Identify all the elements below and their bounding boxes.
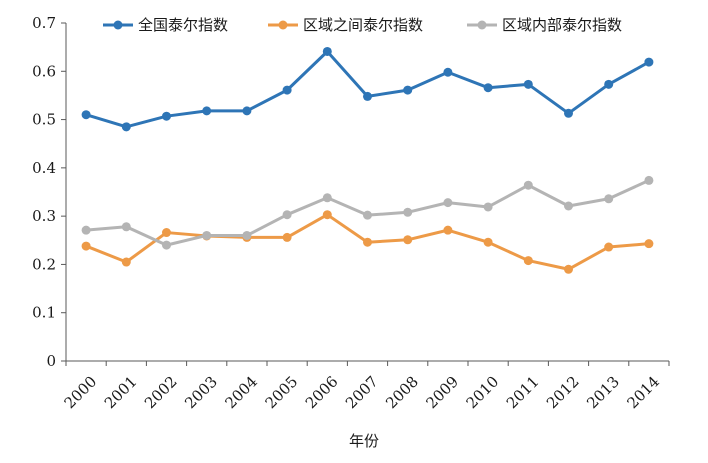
x-tick-label: 2003 — [181, 373, 221, 413]
x-tick-label: 2007 — [342, 373, 382, 413]
x-axis: 2000 2001 2002 2003 2004 2005 2006 2007 2008 2009… — [61, 360, 670, 413]
data-point — [523, 79, 533, 89]
data-point — [121, 122, 131, 132]
x-tick-label: 2002 — [141, 373, 181, 413]
data-point — [564, 108, 573, 118]
y-tick-label: 0.5 — [32, 111, 56, 129]
x-tick-label: 2006 — [302, 373, 342, 413]
data-point — [443, 198, 453, 208]
legend-swatch-marker — [477, 20, 487, 30]
legend: 全国泰尔指数 区域之间泰尔指数 区域内部泰尔指数 — [103, 16, 622, 34]
x-tick-label: 2001 — [101, 373, 141, 413]
data-point — [483, 202, 493, 212]
data-point — [644, 175, 654, 185]
x-tick-label: 2000 — [61, 373, 101, 413]
series-layer — [81, 46, 654, 274]
legend-label: 区域内部泰尔指数 — [502, 16, 622, 34]
x-axis-title: 年份 — [349, 432, 379, 450]
legend-item: 区域之间泰尔指数 — [268, 16, 423, 34]
data-point — [81, 225, 91, 235]
series-1 — [81, 46, 654, 132]
x-tick-label: 2014 — [623, 373, 663, 413]
data-point — [604, 79, 614, 89]
x-tick-label: 2012 — [543, 373, 583, 413]
data-point — [282, 210, 292, 220]
data-point — [162, 240, 171, 250]
data-point — [523, 180, 533, 190]
data-point — [202, 230, 212, 240]
data-point — [202, 106, 212, 116]
data-point — [322, 210, 332, 220]
y-tick-label: 0.1 — [32, 304, 56, 322]
data-point — [523, 256, 533, 266]
series-3 — [81, 175, 654, 250]
y-axis: 0 0.1 0.2 0.3 0.4 0.5 0.6 0.7 — [32, 14, 67, 370]
data-point — [403, 85, 413, 95]
data-point — [121, 257, 131, 267]
x-tick-label: 2013 — [583, 373, 623, 413]
data-point — [81, 110, 91, 120]
y-tick-label: 0.4 — [32, 159, 56, 177]
data-point — [644, 239, 654, 249]
data-point — [282, 232, 292, 242]
data-point — [282, 85, 292, 95]
data-point — [322, 193, 332, 203]
data-point — [363, 210, 372, 220]
x-tick-label: 2011 — [503, 373, 543, 413]
data-point — [242, 230, 252, 240]
data-point — [443, 225, 453, 235]
data-point — [564, 201, 573, 211]
x-tick-label: 2008 — [382, 373, 422, 413]
x-tick-label: 2005 — [262, 373, 302, 413]
data-point — [604, 242, 614, 252]
data-point — [81, 241, 91, 251]
y-tick-label: 0.7 — [32, 14, 56, 32]
x-tick-label: 2010 — [463, 373, 503, 413]
y-tick-label: 0.6 — [32, 62, 56, 80]
data-point — [604, 194, 614, 204]
legend-swatch-marker — [113, 20, 123, 30]
data-point — [162, 111, 171, 121]
y-tick-label: 0.2 — [32, 255, 56, 273]
data-point — [363, 91, 372, 101]
data-point — [403, 207, 413, 217]
y-tick-label: 0 — [46, 352, 56, 370]
data-point — [403, 235, 413, 245]
y-tick-label: 0.3 — [32, 207, 56, 225]
data-point — [242, 106, 252, 116]
data-point — [322, 46, 332, 56]
data-point — [564, 264, 573, 274]
legend-label: 区域之间泰尔指数 — [303, 16, 423, 34]
data-point — [483, 237, 493, 247]
legend-item: 区域内部泰尔指数 — [467, 16, 622, 34]
data-point — [121, 222, 131, 232]
legend-item: 全国泰尔指数 — [103, 16, 228, 34]
legend-label: 全国泰尔指数 — [138, 16, 228, 34]
data-point — [443, 67, 453, 77]
data-point — [162, 228, 171, 238]
x-tick-label: 2004 — [221, 373, 261, 413]
legend-swatch-marker — [278, 20, 288, 30]
x-tick-label: 2009 — [422, 373, 462, 413]
data-point — [363, 237, 372, 247]
data-point — [483, 83, 493, 93]
data-point — [644, 57, 654, 67]
